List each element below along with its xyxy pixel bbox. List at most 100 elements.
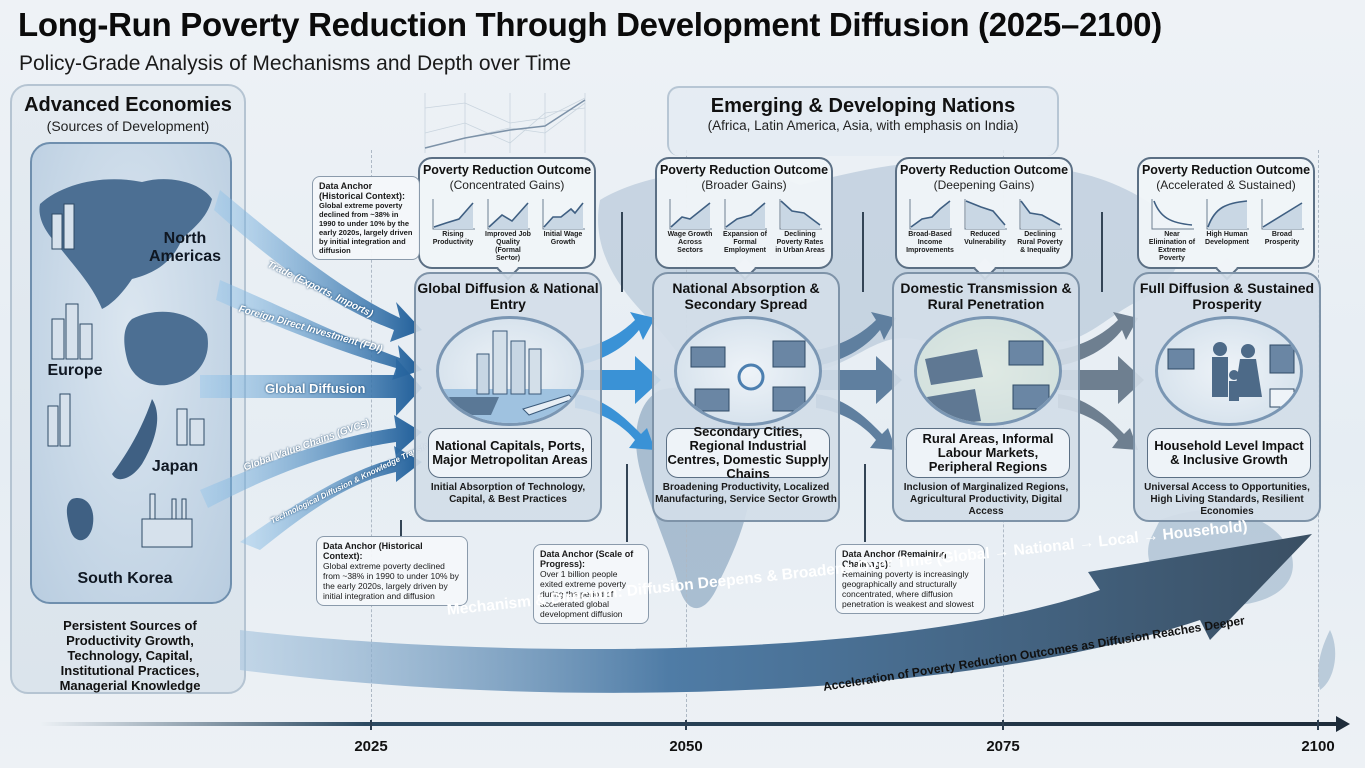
declining-curve-icon (1151, 199, 1194, 230)
rising-trend-icon (487, 199, 530, 230)
industrial-icon (674, 316, 822, 426)
region-label-japan: Japan (151, 458, 199, 475)
outcome-subtitle: (Concentrated Gains) (449, 178, 565, 192)
outcome-bubble-broader: Poverty Reduction Outcome (Broader Gains… (655, 157, 833, 281)
outcome-metric: Expansion of Formal Employment (723, 231, 767, 254)
outcome-metric: Rising Productivity (432, 231, 474, 246)
outcome-title: Poverty Reduction Outcome (1141, 163, 1311, 177)
anchor-heading: Data Anchor (Historical Context): (319, 181, 406, 201)
anchor-heading: Data Anchor (Scale of Progress): (540, 549, 634, 569)
outcome-subtitle: (Broader Gains) (701, 178, 787, 192)
data-anchor-remaining: Data Anchor (Remaining Challenge): Remai… (835, 544, 985, 614)
timeline-year-2100: 2100 (1301, 738, 1335, 755)
rural-farm-icon (914, 316, 1062, 426)
stage-target: Household Level Impact & Inclusive Growt… (1147, 428, 1311, 478)
declining-trend-icon (1019, 199, 1062, 230)
stage-target: National Capitals, Ports, Major Metropol… (428, 428, 592, 478)
stage-footer: Universal Access to Opportunities, High … (1144, 482, 1310, 517)
data-anchor-scale: Data Anchor (Scale of Progress): Over 1 … (533, 544, 649, 624)
connector-line (400, 520, 402, 538)
outcome-metric: Near Elimination of Extreme Poverty (1148, 231, 1196, 262)
data-anchor-historical: Data Anchor (Historical Context): Global… (316, 536, 468, 606)
rising-trend-icon (1261, 199, 1304, 230)
outcome-title: Poverty Reduction Outcome (899, 163, 1069, 177)
anchor-body: Over 1 billion people exited extreme pov… (540, 569, 626, 619)
stage-domestic-transmission: Domestic Transmission & Rural Penetratio… (892, 272, 1080, 522)
region-label-europe: Europe (47, 362, 103, 379)
advanced-economies-subtitle: (Sources of Development) (46, 118, 210, 134)
regions-map-icon (39, 179, 213, 548)
timeline-tick (370, 720, 372, 730)
outcome-title: Poverty Reduction Outcome (659, 163, 829, 177)
emerging-nations-title: Emerging & Developing Nations (710, 95, 1016, 117)
stage-footer: Broadening Productivity, Localized Manuf… (655, 482, 837, 505)
declining-trend-icon (779, 199, 822, 230)
emerging-nations-subtitle: (Africa, Latin America, Asia, with empha… (707, 118, 1019, 133)
outcome-bubble-deepening: Poverty Reduction Outcome (Deepening Gai… (895, 157, 1073, 281)
stage-full-diffusion: Full Diffusion & Sustained Prosperity Ho… (1133, 272, 1321, 522)
stage-footer: Initial Absorption of Technology, Capita… (430, 482, 586, 505)
anchor-body: Global extreme poverty declined from ~38… (323, 561, 459, 601)
outcome-bubble-concentrated: Poverty Reduction Outcome (Concentrated … (418, 157, 596, 281)
advanced-economies-map (30, 142, 232, 604)
declining-trend-icon (964, 199, 1007, 230)
page-subtitle: Policy-Grade Analysis of Mechanisms and … (19, 52, 572, 75)
timeline-year-2025: 2025 (354, 738, 388, 755)
mechanism-arrow (240, 534, 1312, 693)
timeline-tick (685, 720, 687, 730)
outcome-metric: Broad-Based Income Improvements (906, 231, 954, 254)
stage-title: Global Diffusion & National Entry (417, 280, 599, 312)
outcome-metric: Wage Growth Across Sectors (667, 231, 713, 254)
outcome-metric: Declining Poverty Rates in Urban Areas (775, 231, 825, 254)
stage-target: Rural Areas, Informal Labour Markets, Pe… (906, 428, 1070, 478)
timeline-tick (1002, 720, 1004, 730)
outcome-metric: Broad Prosperity (1264, 231, 1300, 246)
timeline-tick (1317, 720, 1319, 730)
page-title: Long-Run Poverty Reduction Through Devel… (18, 6, 1162, 43)
timeline-year-2050: 2050 (669, 738, 703, 755)
anchor-body: Remaining poverty is increasingly geogra… (842, 569, 974, 609)
outcome-subtitle: (Accelerated & Sustained) (1156, 178, 1296, 192)
connector-line (1101, 212, 1103, 292)
connector-line (864, 464, 866, 542)
stage-footer: Inclusion of Marginalized Regions, Agric… (903, 482, 1069, 517)
region-label-north-americas: North Americas (148, 230, 222, 265)
stage-title: Domestic Transmission & Rural Penetratio… (900, 280, 1072, 312)
rising-curve-icon (1206, 199, 1249, 230)
data-anchor-historical-top: Data Anchor (Historical Context): Global… (312, 176, 420, 260)
stage-title: Full Diffusion & Sustained Prosperity (1139, 280, 1315, 312)
outcome-metric: Reduced Vulnerability (964, 231, 1006, 246)
channel-label-global-diffusion: Global Diffusion (265, 381, 366, 396)
stage-title: National Absorption & Secondary Spread (672, 280, 820, 312)
connector-line (862, 212, 864, 292)
city-port-icon (436, 316, 584, 426)
rising-trend-icon (669, 199, 712, 230)
rising-trend-icon (432, 199, 475, 230)
outcome-metric: Initial Wage Growth (543, 231, 583, 246)
outcome-metric: High Human Development (1205, 231, 1249, 246)
rising-trend-icon (909, 199, 952, 230)
anchor-heading: Data Anchor (Remaining Challenge): (842, 549, 947, 569)
outcome-title: Poverty Reduction Outcome (422, 163, 592, 177)
outcome-metric: Declining Rural Poverty & Inequality (1017, 231, 1063, 254)
channel-arrows (200, 190, 422, 550)
stage-target: Secondary Cities, Regional Industrial Ce… (666, 424, 830, 481)
emerging-nations-panel (667, 86, 1059, 156)
rising-trend-icon (542, 199, 585, 230)
timeline-axis (40, 722, 1340, 726)
connector-line (626, 464, 628, 542)
rising-trend-icon (724, 199, 767, 230)
anchor-heading: Data Anchor (Historical Context): (323, 541, 423, 561)
anchor-body: Global extreme poverty declined from ~38… (319, 201, 413, 255)
stage-global-diffusion: Global Diffusion & National Entry Nation… (414, 272, 602, 522)
advanced-economies-title: Advanced Economies (24, 94, 232, 116)
advanced-economies-footer: Persistent Sources of Productivity Growt… (59, 618, 201, 693)
household-family-icon (1155, 316, 1303, 426)
outcome-bubble-accelerated: Poverty Reduction Outcome (Accelerated &… (1137, 157, 1315, 281)
timeline-arrowhead-icon (1336, 716, 1350, 732)
background-line-chart (424, 93, 586, 153)
outcome-subtitle: (Deepening Gains) (933, 178, 1035, 192)
timeline-year-2075: 2075 (986, 738, 1020, 755)
stage-national-absorption: National Absorption & Secondary Spread S… (652, 272, 840, 522)
connector-line (621, 212, 623, 292)
